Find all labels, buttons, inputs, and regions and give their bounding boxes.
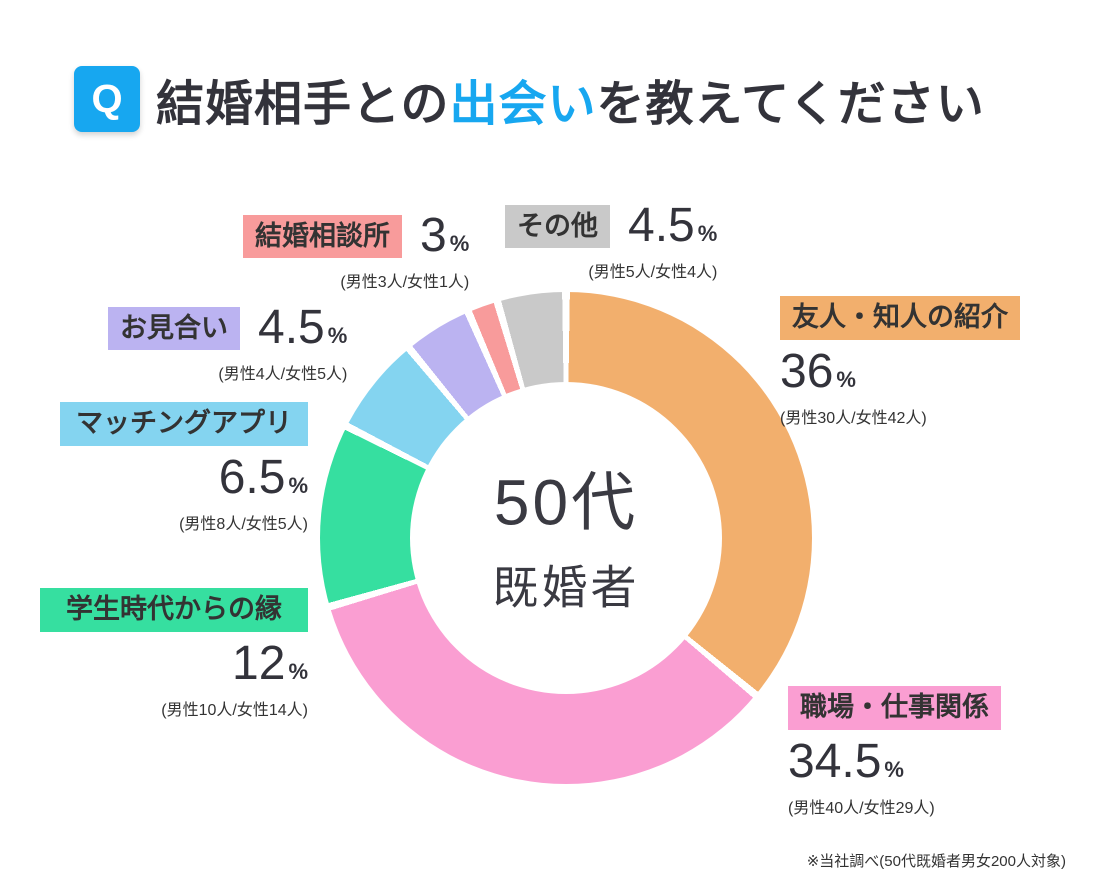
legend-tag: マッチングアプリ xyxy=(60,402,308,446)
legend-row: その他 4.5% xyxy=(505,199,718,253)
center-label-line1: 50代 xyxy=(493,466,639,539)
legend-percent: 12% xyxy=(40,636,308,691)
legend-friends-intro: 友人・知人の紹介 36% (男性30人/女性42人) xyxy=(780,296,1020,428)
legend-row: 結婚相談所 3% xyxy=(243,209,470,263)
legend-omiai: お見合い 4.5% (男性4人/女性5人) xyxy=(108,301,348,384)
percent-sign: % xyxy=(288,658,308,684)
percent-value: 3 xyxy=(420,209,447,262)
legend-workplace: 職場・仕事関係 34.5% (男性40人/女性29人) xyxy=(788,686,1001,818)
legend-detail: (男性10人/女性14人) xyxy=(161,701,308,719)
legend-row: お見合い 4.5% xyxy=(108,301,348,355)
page-title: 結婚相手との出会いを教えてください xyxy=(156,64,985,134)
percent-sign: % xyxy=(288,472,308,498)
donut-center-label: 50代 既婚者 xyxy=(493,452,640,618)
legend-percent: 34.5% xyxy=(788,734,1001,789)
center-label-line2: 既婚者 xyxy=(492,561,640,614)
percent-value: 34.5 xyxy=(788,734,882,788)
legend-detail: (男性4人/女性5人) xyxy=(218,365,348,383)
percent-value: 4.5 xyxy=(258,301,325,354)
percent-value: 4.5 xyxy=(628,199,695,252)
percent-value: 6.5 xyxy=(218,450,286,504)
legend-percent: 4.5% xyxy=(628,199,718,253)
legend-detail: (男性40人/女性29人) xyxy=(788,799,935,817)
legend-other: その他 4.5% (男性5人/女性4人) xyxy=(505,199,718,282)
legend-percent: 3% xyxy=(420,209,470,263)
source-note: ※当社調べ(50代既婚者男女200人対象) xyxy=(806,853,1066,870)
question-badge: Q xyxy=(74,66,140,132)
title-text-before: 結婚相手との xyxy=(156,78,450,131)
title-text-highlight: 出会い xyxy=(449,78,597,131)
donut-chart: 50代 既婚者 xyxy=(320,292,812,784)
legend-tag: 友人・知人の紹介 xyxy=(780,296,1020,340)
donut-hole xyxy=(410,382,722,694)
percent-value: 36 xyxy=(780,344,834,398)
legend-tag: 学生時代からの縁 xyxy=(40,588,308,632)
legend-tag: 職場・仕事関係 xyxy=(788,686,1001,730)
percent-sign: % xyxy=(884,756,904,782)
percent-value: 12 xyxy=(232,636,286,690)
legend-percent: 36% xyxy=(780,344,1020,399)
percent-sign: % xyxy=(327,323,348,348)
legend-detail: (男性5人/女性4人) xyxy=(588,263,718,281)
legend-tag: お見合い xyxy=(108,306,240,351)
header: Q 結婚相手との出会いを教えてください xyxy=(74,64,985,134)
legend-percent: 4.5% xyxy=(258,301,348,355)
legend-marriage-agency: 結婚相談所 3% (男性3人/女性1人) xyxy=(243,209,470,292)
legend-detail: (男性8人/女性5人) xyxy=(179,515,308,533)
legend-detail: (男性30人/女性42人) xyxy=(780,409,927,427)
legend-student-days: 学生時代からの縁 12% (男性10人/女性14人) xyxy=(40,588,308,720)
legend-tag: その他 xyxy=(505,204,610,249)
percent-sign: % xyxy=(836,366,856,392)
legend-matching-app: マッチングアプリ 6.5% (男性8人/女性5人) xyxy=(60,402,308,534)
percent-sign: % xyxy=(449,231,470,256)
legend-tag: 結婚相談所 xyxy=(243,214,402,259)
percent-sign: % xyxy=(697,221,718,246)
legend-detail: (男性3人/女性1人) xyxy=(340,273,470,291)
legend-percent: 6.5% xyxy=(60,450,308,505)
title-text-after: を教えてください xyxy=(596,78,985,131)
